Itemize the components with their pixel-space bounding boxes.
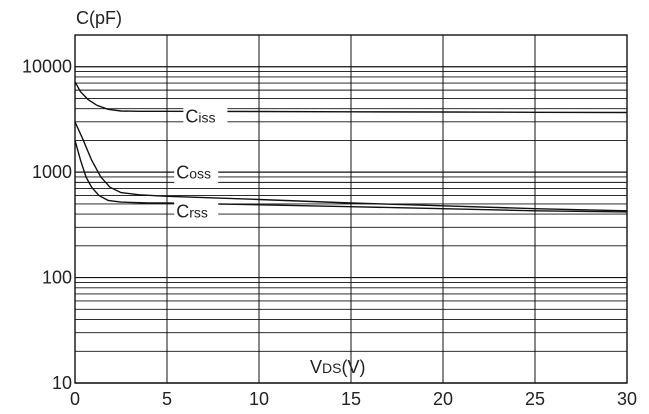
series-line-crss xyxy=(74,140,628,213)
y-axis-title: C(pF) xyxy=(76,8,122,28)
series-label-sub: iss xyxy=(198,110,215,126)
y-tick-label: 10 xyxy=(52,373,72,393)
series-line-coss xyxy=(74,121,628,212)
series-label-main: C xyxy=(176,163,189,183)
series-label-ciss: Ciss xyxy=(185,107,215,127)
series-line-ciss xyxy=(74,81,628,114)
y-tick-label: 1000 xyxy=(32,162,72,182)
series-label-sub: rss xyxy=(189,205,208,221)
y-tick-label: 100 xyxy=(42,268,72,288)
x-tick-label: 15 xyxy=(341,389,361,409)
x-tick-label: 30 xyxy=(617,389,637,409)
y-tick-label: 10000 xyxy=(22,57,72,77)
series-label-bg-coss xyxy=(174,162,219,184)
series-label-coss: Coss xyxy=(176,163,211,183)
series-label-main: C xyxy=(185,107,198,127)
series-lines xyxy=(74,81,628,213)
plot-frame xyxy=(74,34,628,384)
series-label-main: C xyxy=(176,202,189,222)
series-label-bg-ciss xyxy=(183,106,228,128)
x-tick-label: 0 xyxy=(70,389,80,409)
x-tick-label: 20 xyxy=(433,389,453,409)
x-tick-label: 10 xyxy=(249,389,269,409)
grid xyxy=(74,34,628,384)
x-axis-title: VDS(V) xyxy=(310,357,365,377)
x-axis-title-unit: (V) xyxy=(341,357,365,377)
x-axis-title-main: V xyxy=(310,357,322,377)
series-label-sub: oss xyxy=(189,166,211,182)
x-axis-title-sub: DS xyxy=(322,360,341,376)
x-tick-label: 5 xyxy=(162,389,172,409)
x-tick-label: 25 xyxy=(525,389,545,409)
series-label-crss: Crss xyxy=(176,202,208,222)
series-label-bg-crss xyxy=(174,201,219,223)
